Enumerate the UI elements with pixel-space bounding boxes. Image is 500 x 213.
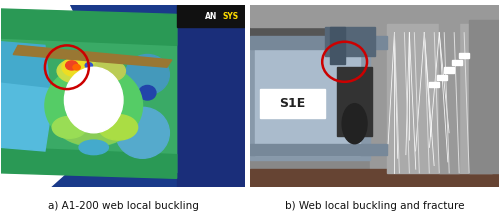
Polygon shape <box>1 147 176 178</box>
Text: b) Web local buckling and fracture: b) Web local buckling and fracture <box>285 201 464 211</box>
Bar <box>452 60 462 65</box>
Bar <box>370 5 499 187</box>
Ellipse shape <box>116 107 170 158</box>
Ellipse shape <box>92 60 126 82</box>
Text: SYS: SYS <box>222 12 238 21</box>
Bar <box>439 20 459 173</box>
Bar <box>324 27 374 56</box>
Bar <box>469 20 499 173</box>
Bar <box>176 5 245 187</box>
Bar <box>437 75 446 80</box>
Bar <box>430 82 439 87</box>
Bar <box>255 45 360 155</box>
Ellipse shape <box>98 115 138 140</box>
Polygon shape <box>1 20 176 173</box>
Bar <box>459 53 469 58</box>
Bar <box>387 24 492 173</box>
Ellipse shape <box>126 55 170 95</box>
Bar <box>330 27 344 64</box>
Ellipse shape <box>342 104 367 144</box>
Text: S1E: S1E <box>279 97 305 110</box>
Bar <box>250 5 499 38</box>
Bar <box>250 5 387 27</box>
Ellipse shape <box>60 113 128 145</box>
Polygon shape <box>1 9 176 45</box>
Bar <box>176 5 245 27</box>
Bar <box>250 36 387 49</box>
Ellipse shape <box>45 65 142 147</box>
Polygon shape <box>1 166 74 187</box>
Bar <box>337 67 372 137</box>
Polygon shape <box>1 42 50 87</box>
Polygon shape <box>13 45 172 67</box>
Bar <box>250 38 370 160</box>
Polygon shape <box>1 5 94 56</box>
Ellipse shape <box>66 61 78 70</box>
Ellipse shape <box>73 65 80 70</box>
Bar <box>250 169 499 187</box>
Bar <box>260 89 324 118</box>
Bar <box>250 144 387 155</box>
Ellipse shape <box>62 58 86 76</box>
Ellipse shape <box>64 67 123 133</box>
Ellipse shape <box>139 85 156 100</box>
Text: a) A1-200 web local buckling: a) A1-200 web local buckling <box>48 201 199 211</box>
Bar <box>444 67 454 73</box>
Ellipse shape <box>79 140 108 155</box>
Text: AN: AN <box>204 12 217 21</box>
Ellipse shape <box>85 63 92 68</box>
Ellipse shape <box>57 58 101 84</box>
Polygon shape <box>1 82 54 151</box>
Ellipse shape <box>52 117 86 138</box>
